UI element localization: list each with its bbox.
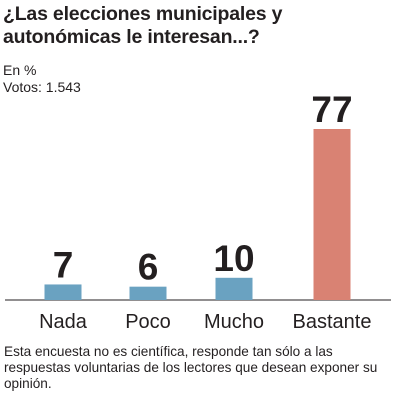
bar-nada bbox=[44, 284, 82, 300]
value-label-poco: 6 bbox=[138, 247, 159, 288]
bar-bastante bbox=[313, 129, 351, 300]
chart-title: ¿Las elecciones municipales y autonómica… bbox=[3, 3, 283, 48]
category-label-bastante: Bastante bbox=[293, 311, 372, 333]
unit-label: En % bbox=[3, 62, 37, 78]
votes-count: Votos: 1.543 bbox=[3, 79, 81, 95]
bar-poco bbox=[129, 286, 167, 300]
value-label-nada: 7 bbox=[53, 244, 74, 285]
footnote: Esta encuesta no es científica, responde… bbox=[4, 344, 378, 391]
category-label-mucho: Mucho bbox=[204, 311, 264, 333]
category-label-poco: Poco bbox=[125, 311, 171, 333]
bar-mucho bbox=[215, 277, 253, 300]
value-label-bastante: 77 bbox=[311, 89, 352, 130]
value-label-mucho: 10 bbox=[213, 238, 254, 279]
category-label-nada: Nada bbox=[39, 311, 88, 333]
